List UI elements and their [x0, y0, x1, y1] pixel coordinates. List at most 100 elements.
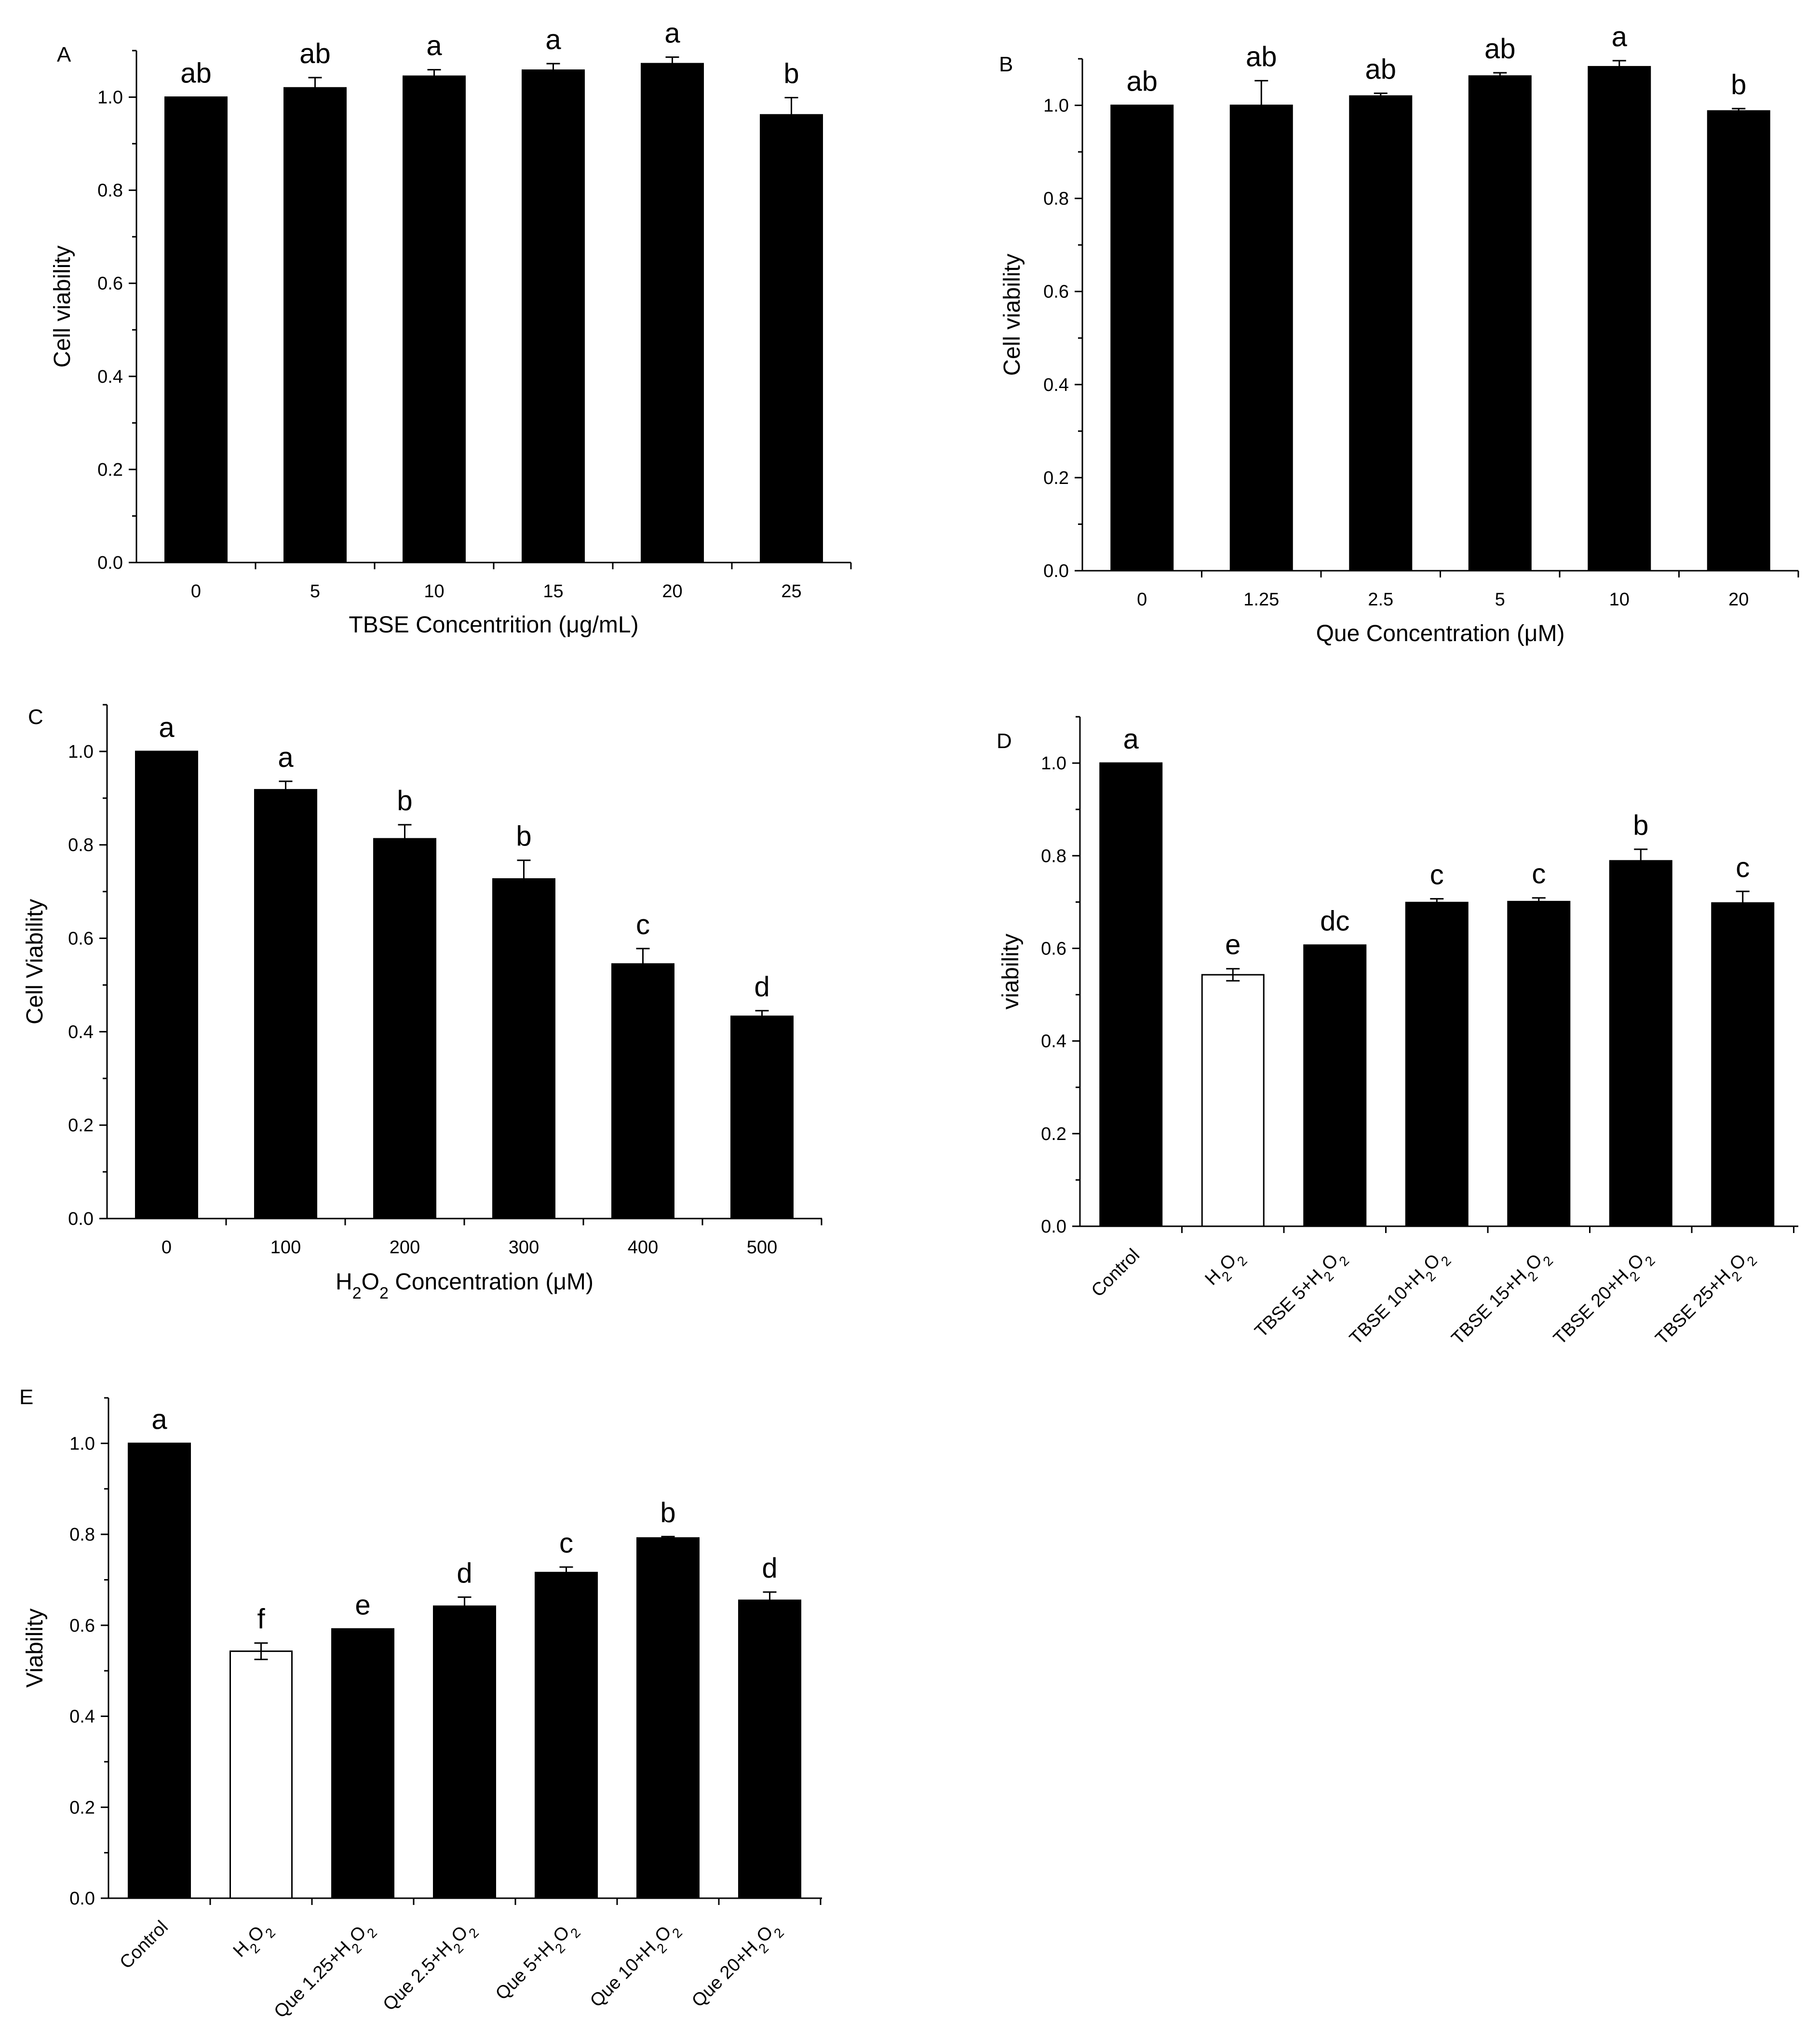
y-tick-label: 0.0 — [97, 553, 123, 573]
x-tick-label: Control — [116, 1917, 172, 1973]
bar-b-2 — [1349, 95, 1413, 572]
sig-letter-b-3: ab — [1484, 33, 1516, 65]
sig-letter-d-1: e — [1225, 929, 1240, 961]
x-tick-label: 1.25 — [1243, 590, 1279, 610]
y-tick-label: 0.2 — [68, 1115, 94, 1136]
bar-d-3 — [1405, 901, 1469, 1227]
sig-letter-e-0: a — [151, 1404, 167, 1435]
x-tick-label: TBSE 20+H2O2 — [1550, 1245, 1658, 1353]
sig-letter-b-2: ab — [1365, 54, 1396, 85]
y-tick-label: 0.0 — [1041, 1217, 1066, 1237]
x-tick-label: TBSE 15+H2O2 — [1448, 1245, 1556, 1353]
x-tick-label: Que 5+H2O2 — [492, 1917, 583, 2009]
y-tick-label: 0.6 — [69, 1616, 95, 1636]
sig-letter-c-0: a — [159, 712, 175, 743]
sig-letter-e-1: f — [257, 1604, 265, 1635]
bar-e-0 — [128, 1442, 191, 1899]
sig-letter-a-0: ab — [180, 58, 212, 89]
sig-letter-b-0: ab — [1126, 66, 1158, 97]
y-tick-label: 0.4 — [1043, 375, 1069, 395]
sig-letter-b-5: b — [1731, 69, 1746, 100]
sig-letter-a-3: a — [545, 24, 561, 55]
x-tick-label: 300 — [509, 1237, 539, 1258]
y-tick-label: 0.8 — [1043, 189, 1069, 209]
y-axis-title: Cell viability — [999, 254, 1025, 375]
y-tick-label: 0.4 — [1041, 1032, 1066, 1052]
y-tick-label: 0.4 — [69, 1707, 95, 1727]
x-tick-label: 10 — [424, 581, 444, 602]
y-tick-label: 0.2 — [1041, 1124, 1066, 1144]
x-axis-title: TBSE Concentrition (μg/mL) — [349, 612, 638, 638]
sig-letter-e-3: d — [457, 1557, 472, 1589]
bar-c-3 — [492, 878, 555, 1220]
x-tick-label: Que 1.25+H2O2 — [270, 1917, 380, 2026]
bar-e-5 — [636, 1537, 700, 1899]
y-axis-title: Cell viability — [50, 245, 75, 367]
y-tick-label: 1.0 — [1041, 753, 1066, 774]
bar-a-3 — [522, 69, 585, 563]
x-tick-label: Control — [1088, 1245, 1144, 1301]
x-tick-label: 5 — [310, 581, 320, 602]
x-tick-label: 20 — [1728, 590, 1749, 610]
chart-panel-c: C 0.0 0.2 0.4 0.6 0.8 1.0 Cell Viability a 0 a 100 b… — [22, 704, 822, 1302]
x-tick-label: 0 — [162, 1237, 172, 1258]
sig-letter-d-3: c — [1430, 859, 1444, 891]
x-tick-label: 100 — [270, 1237, 301, 1258]
x-tick-label: 10 — [1609, 590, 1630, 610]
sig-letter-d-4: c — [1532, 858, 1546, 890]
y-tick-label: 1.0 — [97, 88, 123, 108]
y-tick-label: 0.8 — [97, 181, 123, 201]
x-tick-label: TBSE 5+H2O2 — [1251, 1245, 1352, 1346]
chart-panel-e: E 0.0 0.2 0.4 0.6 0.8 1.0 Viability a Control f H2O… — [19, 1385, 822, 2026]
sig-letter-a-4: a — [664, 18, 680, 49]
x-tick-label: 5 — [1495, 590, 1505, 610]
sig-letter-e-5: b — [660, 1497, 675, 1528]
x-tick-label: Que 20+H2O2 — [688, 1917, 787, 2016]
bar-c-1 — [254, 789, 317, 1220]
bar-c-4 — [611, 963, 674, 1220]
chart-panel-d: D 0.0 0.2 0.4 0.6 0.8 1.0 viability a Control e H2O… — [997, 716, 1798, 1353]
x-axis-title: Que Concentration (μM) — [1316, 621, 1565, 646]
y-axis-title: Viability — [22, 1609, 48, 1688]
y-tick-label: 0.0 — [1043, 561, 1069, 581]
x-tick-label: 2.5 — [1368, 590, 1393, 610]
x-tick-label: 0 — [191, 581, 201, 602]
x-tick-label: 400 — [628, 1237, 658, 1258]
bar-d-4 — [1507, 900, 1571, 1227]
y-tick-label: 0.0 — [69, 1889, 95, 1909]
y-tick-label: 1.0 — [1043, 96, 1069, 116]
x-axis-title: H2O2 Concentration (μM) — [336, 1269, 593, 1302]
y-tick-label: 0.6 — [1043, 282, 1069, 302]
bar-c-2 — [373, 838, 436, 1220]
sig-letter-e-4: c — [559, 1528, 573, 1559]
sig-letter-d-6: c — [1736, 852, 1750, 883]
y-tick-label: 0.0 — [68, 1209, 94, 1229]
bar-e-2 — [331, 1628, 394, 1899]
sig-letter-c-2: b — [397, 785, 412, 817]
y-tick-label: 1.0 — [69, 1434, 95, 1454]
y-tick-label: 0.2 — [1043, 468, 1069, 488]
sig-letter-a-2: a — [426, 30, 442, 62]
bar-b-4 — [1588, 66, 1651, 572]
sig-letter-b-4: a — [1612, 21, 1628, 53]
bar-a-1 — [283, 87, 347, 563]
x-tick-label: H2O2 — [229, 1917, 278, 1966]
bar-d-6 — [1711, 902, 1775, 1227]
bar-d-5 — [1609, 860, 1672, 1227]
y-tick-label: 0.6 — [68, 929, 94, 949]
bar-b-3 — [1468, 75, 1532, 572]
sig-letter-c-5: d — [754, 971, 769, 1003]
y-tick-label: 0.2 — [97, 460, 123, 480]
x-tick-label: TBSE 10+H2O2 — [1346, 1245, 1454, 1353]
bar-d-0 — [1099, 762, 1163, 1227]
y-tick-label: 0.4 — [68, 1022, 94, 1042]
y-tick-label: 1.0 — [68, 742, 94, 762]
x-tick-label: TBSE 25+H2O2 — [1652, 1245, 1760, 1353]
bar-e-4 — [535, 1571, 598, 1899]
y-tick-label: 0.8 — [1041, 846, 1066, 866]
bar-a-0 — [164, 96, 228, 563]
panel-letter-e: E — [19, 1385, 33, 1409]
